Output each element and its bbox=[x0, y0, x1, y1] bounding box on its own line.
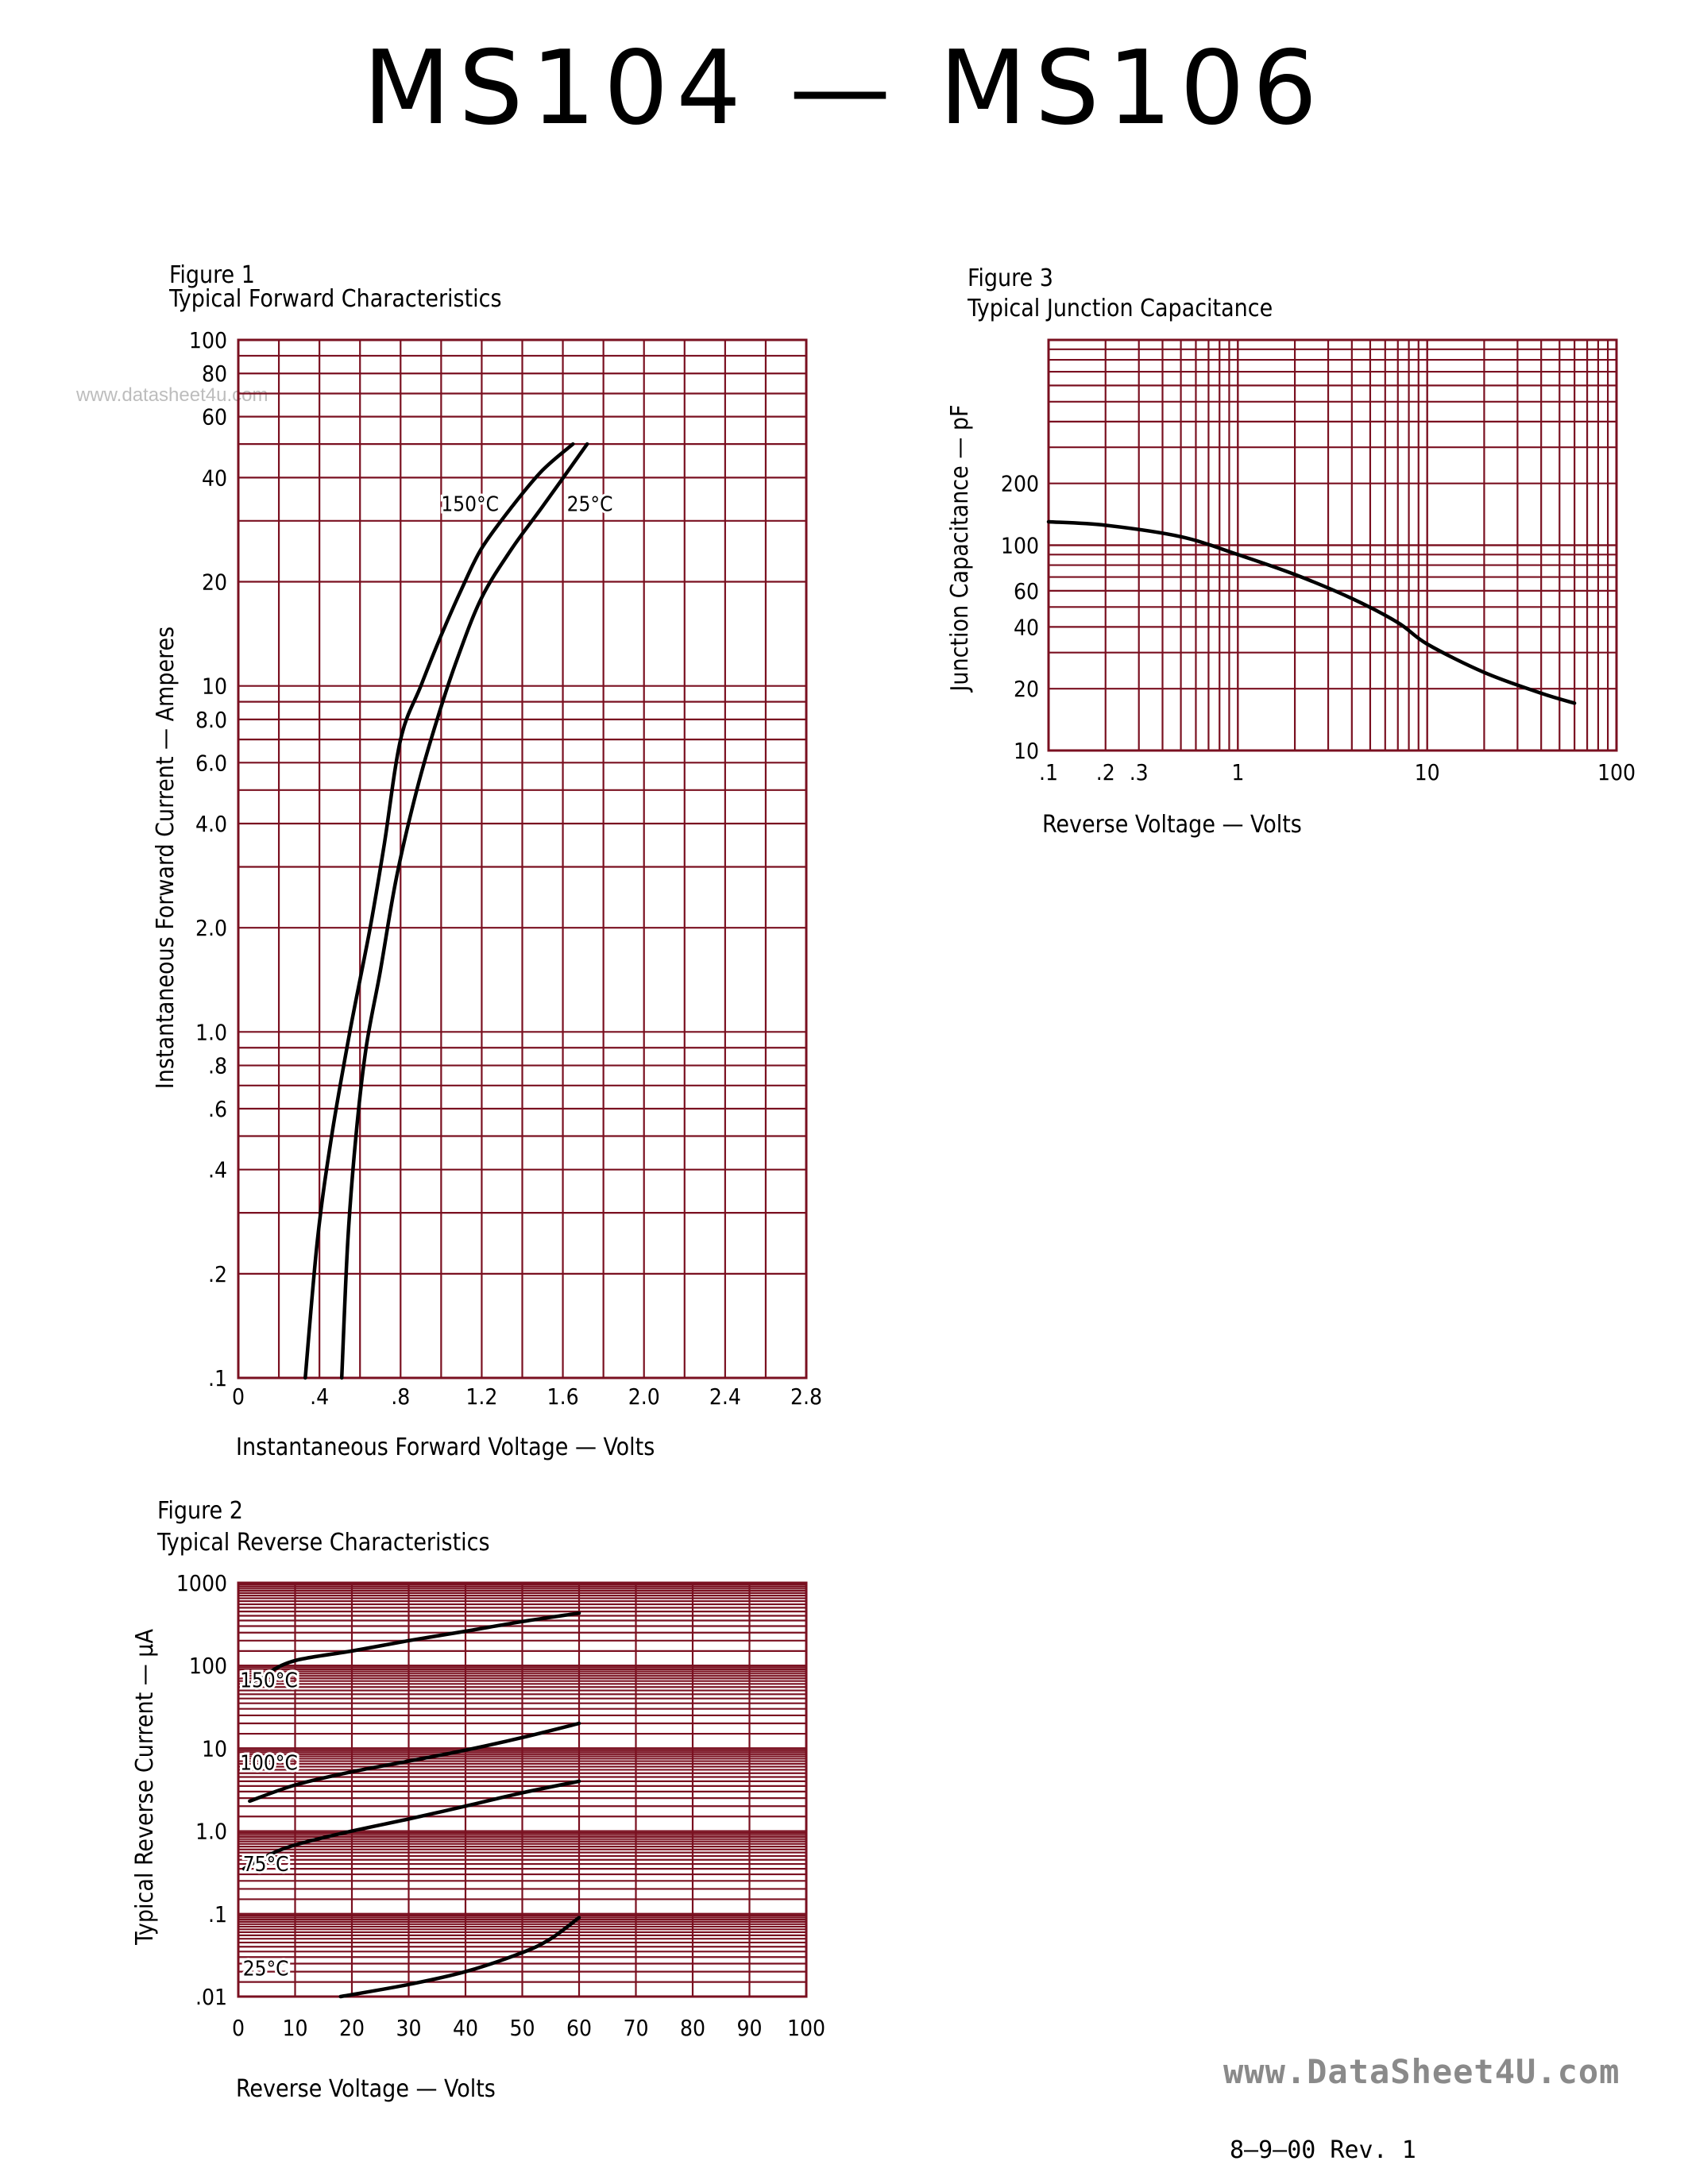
fig1-series-label: 150°C bbox=[441, 493, 499, 517]
fig2-x-tick-label: 90 bbox=[736, 2015, 762, 2041]
fig3-y-tick-label: 100 bbox=[1001, 533, 1039, 559]
fig2-series-label: 150°C bbox=[240, 1669, 298, 1692]
fig1-y-tick-label: 40 bbox=[202, 465, 227, 491]
fig1-y-axis-label: Instantaneous Forward Current — Amperes bbox=[152, 627, 180, 1089]
fig3-x-axis-label: Reverse Voltage — Volts bbox=[1042, 811, 1302, 839]
fig2-x-tick-label: 30 bbox=[396, 2015, 421, 2041]
fig3-y-tick-label: 40 bbox=[1014, 614, 1039, 640]
fig1-y-tick-label: 10 bbox=[202, 673, 227, 700]
fig2-x-tick-label: 60 bbox=[566, 2015, 592, 2041]
fig2-y-axis-label: Typical Reverse Current — μA bbox=[131, 1629, 159, 1946]
fig2-series-label: 75°C bbox=[243, 1853, 289, 1877]
fig1-x-tick-label: 0 bbox=[232, 1383, 245, 1410]
fig1-series-label: 25°C bbox=[567, 493, 613, 517]
fig1-chart: 150°C 25°C 0 .4 .8 1.2 1.6 2.0 2.4 2.8 100 80 60 40 20… bbox=[152, 261, 822, 1461]
fig1-y-tick-label: 60 bbox=[202, 404, 227, 430]
fig2-y-tick-label: 10 bbox=[202, 1735, 227, 1761]
watermark-small[interactable]: www.datasheet4u.com bbox=[76, 384, 268, 406]
fig2-y-tick-label: 100 bbox=[189, 1653, 227, 1679]
fig1-title: Typical Forward Characteristics bbox=[168, 285, 502, 313]
fig3-y-tick-label: 200 bbox=[1001, 471, 1039, 497]
fig2-chart: 150°C 100°C 75°C 25°C 0 10 20 30 40 50 60 70 80 90 100… bbox=[131, 1497, 825, 2103]
fig3-figure-label: Figure 3 bbox=[968, 264, 1053, 292]
fig3-chart: .1 .2 .3 1 10 100 200 100 60 40 20 10 Figure 3 Typica… bbox=[946, 264, 1636, 839]
fig3-y-tick-label: 20 bbox=[1014, 676, 1039, 702]
fig1-x-tick-label: 1.6 bbox=[547, 1383, 579, 1410]
fig1-x-tick-label: 2.8 bbox=[790, 1383, 822, 1410]
watermark-large[interactable]: www.DataSheet4U.com bbox=[1223, 2052, 1620, 2091]
fig3-x-tick-label: .3 bbox=[1130, 759, 1149, 785]
page-title: MS104 — MS106 bbox=[362, 29, 1326, 148]
fig2-series-label: 25°C bbox=[243, 1957, 289, 1981]
fig3-y-tick-label: 10 bbox=[1014, 738, 1039, 764]
fig1-y-tick-label: .4 bbox=[208, 1157, 227, 1183]
fig3-x-tick-label: .2 bbox=[1096, 759, 1115, 785]
fig1-y-tick-label: .8 bbox=[208, 1053, 227, 1079]
fig1-y-tick-label: 8.0 bbox=[195, 707, 227, 733]
fig1-x-tick-label: 2.0 bbox=[628, 1383, 660, 1410]
fig2-plot-frame bbox=[237, 1581, 808, 1998]
fig2-x-tick-label: 0 bbox=[232, 2015, 245, 2041]
fig2-x-tick-label: 70 bbox=[623, 2015, 648, 2041]
fig3-x-tick-label: 10 bbox=[1415, 759, 1440, 785]
fig2-x-tick-label: 40 bbox=[453, 2015, 478, 2041]
fig1-x-tick-label: .4 bbox=[310, 1383, 329, 1410]
fig1-y-tick-label: .2 bbox=[208, 1261, 227, 1287]
fig3-x-tick-label: .1 bbox=[1039, 759, 1058, 785]
fig1-y-tick-label: 6.0 bbox=[195, 750, 227, 776]
fig3-x-tick-label: 100 bbox=[1597, 759, 1636, 785]
fig3-x-tick-label: 1 bbox=[1231, 759, 1244, 785]
fig1-x-tick-label: 2.4 bbox=[709, 1383, 741, 1410]
fig2-y-tick-label: .1 bbox=[208, 1901, 227, 1927]
fig1-series-curve bbox=[303, 442, 575, 1380]
fig1-y-tick-label: 20 bbox=[202, 569, 227, 596]
fig2-series-curve bbox=[338, 1916, 581, 1999]
fig1-y-tick-label: 4.0 bbox=[195, 811, 227, 837]
fig1-figure-label: Figure 1 bbox=[169, 261, 255, 289]
revision-label: 8–9–00 Rev. 1 bbox=[1230, 2136, 1416, 2164]
fig1-plot-frame bbox=[237, 338, 808, 1379]
fig2-series-curve bbox=[248, 1721, 581, 1804]
fig2-x-tick-label: 20 bbox=[339, 2015, 365, 2041]
fig3-y-axis-label: Junction Capacitance — pF bbox=[946, 404, 974, 693]
fig2-x-tick-label: 50 bbox=[509, 2015, 535, 2041]
fig1-y-tick-label: 100 bbox=[189, 327, 227, 353]
fig2-x-axis-label: Reverse Voltage — Volts bbox=[236, 2075, 496, 2103]
fig1-x-axis-label: Instantaneous Forward Voltage — Volts bbox=[236, 1433, 655, 1461]
fig2-series-label: 100°C bbox=[240, 1751, 298, 1775]
fig1-series-curve bbox=[339, 442, 589, 1380]
fig2-series-curve bbox=[248, 1611, 581, 1686]
fig3-plot-frame bbox=[1047, 338, 1618, 752]
fig2-y-tick-label: 1.0 bbox=[195, 1819, 227, 1845]
fig2-series-curve bbox=[241, 1779, 581, 1871]
fig2-x-tick-label: 100 bbox=[787, 2015, 825, 2041]
fig1-y-tick-label: .1 bbox=[208, 1365, 227, 1391]
fig2-x-tick-label: 10 bbox=[282, 2015, 307, 2041]
fig2-y-tick-label: 1000 bbox=[176, 1570, 227, 1596]
fig1-x-tick-label: .8 bbox=[391, 1383, 410, 1410]
fig2-figure-label: Figure 2 bbox=[157, 1497, 243, 1525]
fig2-x-tick-label: 80 bbox=[680, 2015, 705, 2041]
fig1-y-tick-label: 80 bbox=[202, 361, 227, 387]
fig1-y-tick-label: 2.0 bbox=[195, 915, 227, 941]
fig2-y-tick-label: .01 bbox=[195, 1984, 227, 2010]
fig3-series-curve bbox=[1046, 519, 1577, 705]
fig3-title: Typical Junction Capacitance bbox=[967, 295, 1273, 322]
fig2-title: Typical Reverse Characteristics bbox=[156, 1529, 490, 1557]
fig1-y-tick-label: 1.0 bbox=[195, 1019, 227, 1045]
fig3-y-tick-label: 60 bbox=[1014, 578, 1039, 604]
fig1-y-tick-label: .6 bbox=[208, 1096, 227, 1122]
fig1-x-tick-label: 1.2 bbox=[465, 1383, 497, 1410]
